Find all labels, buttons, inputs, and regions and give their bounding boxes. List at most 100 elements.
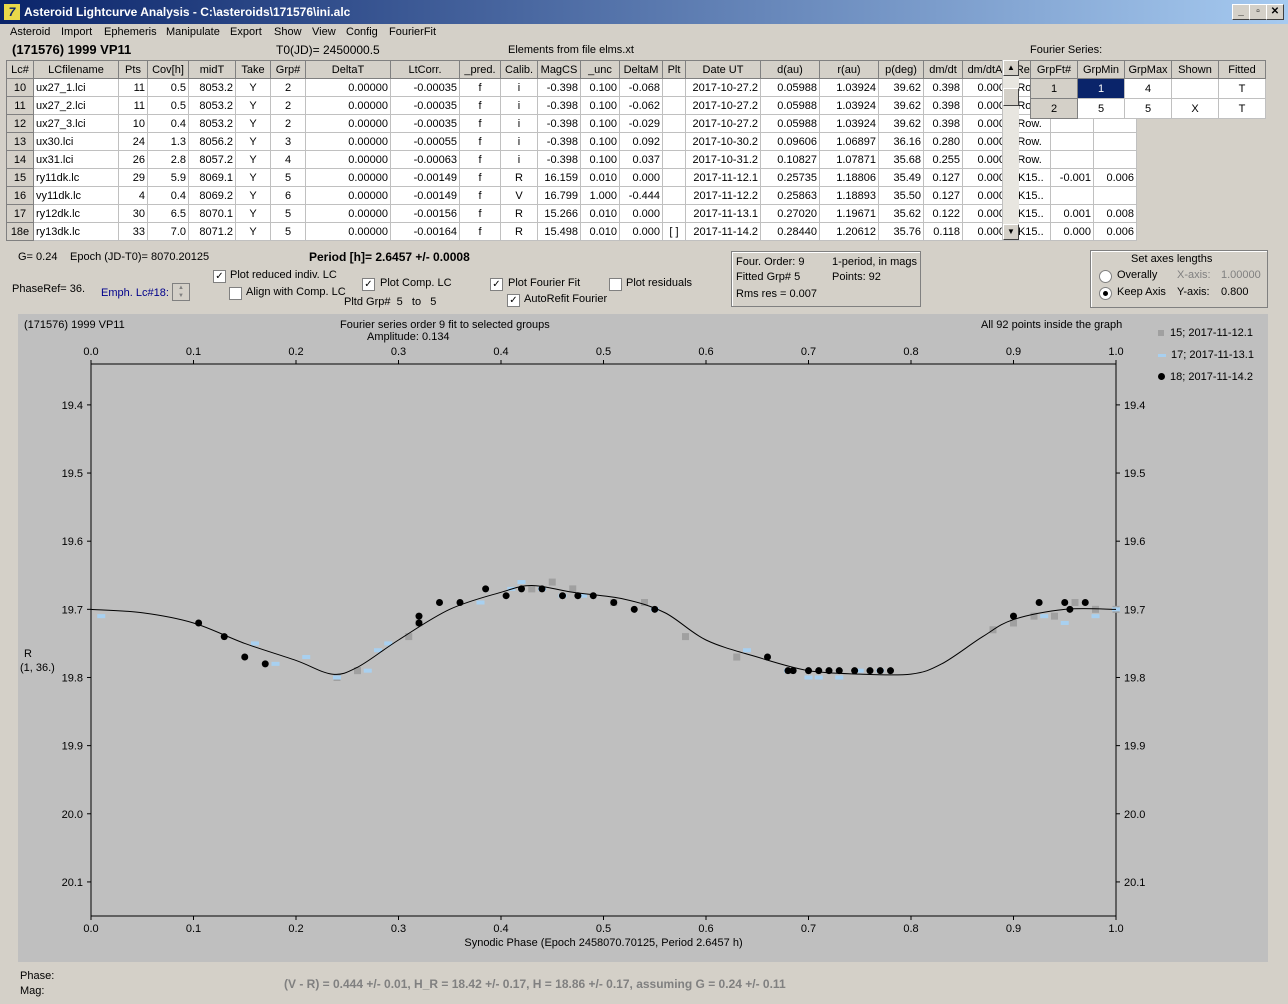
table-cell[interactable]: 0.398 <box>923 114 963 133</box>
table-cell[interactable]: 0.010 <box>580 168 620 187</box>
table-cell[interactable]: 0.092 <box>619 132 663 151</box>
table-row[interactable]: 12 ux27_3.lci 10 0.4 8053.2 Y 2 0.00000 -0.00035… <box>6 114 1137 133</box>
table-cell[interactable]: 0.25735 <box>760 168 820 187</box>
table-cell[interactable]: 0.006 <box>1093 168 1137 187</box>
minimize-button[interactable]: _ <box>1232 4 1250 20</box>
lc-column-header[interactable]: d(au) <box>760 60 820 79</box>
table-cell[interactable]: 8069.1 <box>188 168 236 187</box>
table-cell[interactable]: f <box>459 150 501 169</box>
table-cell[interactable]: 0.00000 <box>305 186 391 205</box>
row-header[interactable]: 16 <box>6 186 34 205</box>
lc-column-header[interactable]: r(au) <box>819 60 879 79</box>
lc-column-header[interactable]: Take <box>235 60 271 79</box>
table-cell[interactable]: Y <box>235 114 271 133</box>
table-cell[interactable]: f <box>459 186 501 205</box>
table-cell[interactable]: 11 <box>118 78 148 97</box>
table-cell[interactable]: 16.159 <box>537 168 581 187</box>
row-header[interactable]: 18e <box>6 222 34 241</box>
table-cell[interactable]: R <box>500 168 538 187</box>
lc-column-header[interactable]: MagCS <box>537 60 581 79</box>
table-cell[interactable]: 0.000 <box>1050 222 1094 241</box>
table-cell[interactable] <box>662 78 686 97</box>
lc-column-header[interactable]: LtCorr. <box>390 60 460 79</box>
x-axis-value[interactable]: 1.00000 <box>1221 269 1261 281</box>
table-cell[interactable]: 26 <box>118 150 148 169</box>
menu-fourierfit[interactable]: FourierFit <box>389 26 437 38</box>
table-cell[interactable]: Y <box>235 150 271 169</box>
table-cell[interactable] <box>662 114 686 133</box>
table-cell[interactable]: 0.280 <box>923 132 963 151</box>
lc-column-header[interactable]: Plt <box>662 60 686 79</box>
table-cell[interactable]: 0.28440 <box>760 222 820 241</box>
table-cell[interactable]: -0.00035 <box>390 78 460 97</box>
menu-import[interactable]: Import <box>61 26 93 38</box>
table-cell[interactable]: 5 <box>1077 98 1125 119</box>
table-cell[interactable]: 2017-11-14.2 <box>685 222 761 241</box>
table-cell[interactable]: 1.06897 <box>819 132 879 151</box>
table-cell[interactable]: 6.5 <box>147 204 189 223</box>
table-cell[interactable] <box>662 96 686 115</box>
lc-column-header[interactable]: Date UT <box>685 60 761 79</box>
table-cell[interactable]: 0.000 <box>619 168 663 187</box>
pltd-grp-to[interactable]: 5 <box>430 296 437 308</box>
table-cell[interactable]: 0.127 <box>923 186 963 205</box>
table-cell[interactable]: 1.000 <box>580 186 620 205</box>
table-cell[interactable]: 1.18806 <box>819 168 879 187</box>
table-cell[interactable]: 0.00000 <box>305 168 391 187</box>
table-cell[interactable]: 8056.2 <box>188 132 236 151</box>
fourier-column-header[interactable]: GrpMin <box>1077 60 1125 79</box>
table-cell[interactable]: 0.4 <box>147 114 189 133</box>
table-row[interactable]: 17 ry12dk.lc 30 6.5 8070.1 Y 5 0.00000 -0.00156 f… <box>6 204 1137 223</box>
lc-column-header[interactable]: DeltaM <box>619 60 663 79</box>
table-cell[interactable]: 0.037 <box>619 150 663 169</box>
table-cell[interactable]: 0.25863 <box>760 186 820 205</box>
table-cell[interactable]: -0.00149 <box>390 186 460 205</box>
row-header[interactable]: 13 <box>6 132 34 151</box>
table-cell[interactable]: V <box>500 186 538 205</box>
table-cell[interactable]: 0.00000 <box>305 114 391 133</box>
table-cell[interactable]: vy11dk.lc <box>33 186 119 205</box>
table-cell[interactable]: 5.9 <box>147 168 189 187</box>
table-cell[interactable] <box>662 186 686 205</box>
table-cell[interactable]: 39.62 <box>878 78 924 97</box>
table-cell[interactable]: 0.00000 <box>305 78 391 97</box>
table-cell[interactable]: 4 <box>1124 78 1172 99</box>
lc-column-header[interactable]: Calib. <box>500 60 538 79</box>
table-cell[interactable]: 15.266 <box>537 204 581 223</box>
menu-asteroid[interactable]: Asteroid <box>10 26 51 38</box>
table-cell[interactable]: 2017-10-27.2 <box>685 114 761 133</box>
plot-reduced-checkbox[interactable]: ✓ <box>213 270 226 283</box>
table-cell[interactable]: 2 <box>270 78 306 97</box>
table-cell[interactable]: 0.008 <box>1093 204 1137 223</box>
table-cell[interactable]: 2017-11-12.2 <box>685 186 761 205</box>
table-cell[interactable]: f <box>459 78 501 97</box>
table-cell[interactable]: 0.00000 <box>305 222 391 241</box>
lc-column-header[interactable]: Lc# <box>6 60 34 79</box>
menu-config[interactable]: Config <box>346 26 378 38</box>
scroll-up-icon[interactable]: ▲ <box>1003 60 1019 76</box>
table-cell[interactable]: -0.398 <box>537 114 581 133</box>
y-axis-value[interactable]: 0.800 <box>1221 286 1249 298</box>
autorefit-checkbox[interactable]: ✓ <box>507 294 520 307</box>
table-cell[interactable]: 0.000 <box>962 96 1008 115</box>
table-cell[interactable]: 35.68 <box>878 150 924 169</box>
table-cell[interactable]: i <box>500 132 538 151</box>
table-cell[interactable]: f <box>459 222 501 241</box>
plot-fourier-checkbox[interactable]: ✓ <box>490 278 503 291</box>
table-cell[interactable]: -0.029 <box>619 114 663 133</box>
table-cell[interactable]: 5 <box>1124 98 1172 119</box>
lc-column-header[interactable]: p(deg) <box>878 60 924 79</box>
table-cell[interactable]: 0.010 <box>580 204 620 223</box>
table-cell[interactable]: 0.00000 <box>305 204 391 223</box>
table-cell[interactable]: 39.62 <box>878 96 924 115</box>
table-cell[interactable]: 0.255 <box>923 150 963 169</box>
table-cell[interactable]: -0.398 <box>537 78 581 97</box>
table-cell[interactable] <box>1050 132 1094 151</box>
table-row[interactable]: 10 ux27_1.lci 11 0.5 8053.2 Y 2 0.00000 -0.00035… <box>6 78 1137 97</box>
table-cell[interactable]: 1.18893 <box>819 186 879 205</box>
table-cell[interactable]: ry12dk.lc <box>33 204 119 223</box>
row-header[interactable]: 1 <box>1030 78 1078 99</box>
table-cell[interactable] <box>662 204 686 223</box>
table-cell[interactable]: 39.62 <box>878 114 924 133</box>
lc-column-header[interactable]: _unc <box>580 60 620 79</box>
